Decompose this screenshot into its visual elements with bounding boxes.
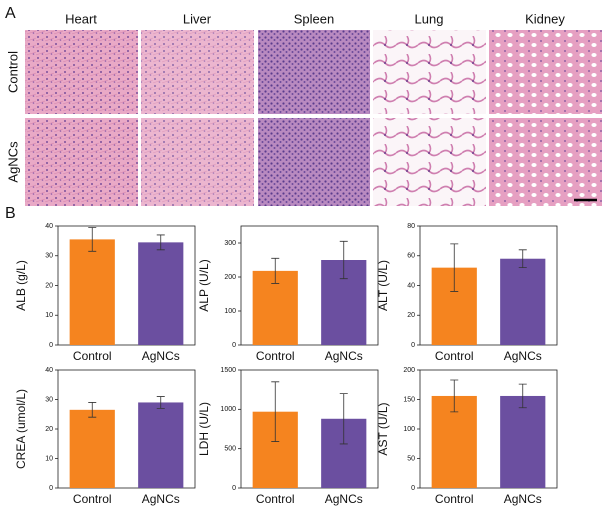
y-tick-label: 40 (407, 282, 415, 289)
y-tick-label: 20 (45, 426, 53, 433)
bar (138, 242, 184, 345)
bar (500, 395, 546, 488)
bar (69, 409, 115, 488)
y-axis-label: ALT (U/L) (376, 260, 390, 311)
x-tick-label: Control (435, 492, 474, 506)
error-bar (339, 240, 348, 280)
bar (138, 402, 184, 488)
column-label: Spleen (294, 11, 334, 26)
y-tick-label: 40 (45, 223, 53, 230)
y-tick-label: 0 (411, 485, 415, 492)
y-tick-label: 1000 (220, 406, 236, 413)
y-tick-label: 500 (224, 446, 236, 453)
error-bar (88, 227, 97, 252)
y-tick-label: 300 (224, 240, 236, 247)
plot-frame (240, 225, 379, 346)
y-tick-label: 10 (45, 455, 53, 462)
y-tick-label: 20 (45, 282, 53, 289)
error-bar (518, 383, 527, 409)
y-tick-label: 1500 (220, 367, 236, 374)
row-label: AgNCs (5, 141, 20, 183)
row-label: Control (5, 51, 20, 93)
y-tick-label: 0 (232, 485, 236, 492)
y-tick-label: 10 (45, 312, 53, 319)
y-tick-label: 0 (49, 342, 53, 349)
error-bar (271, 257, 280, 284)
y-tick-label: 40 (45, 367, 53, 374)
x-tick-label: Control (73, 492, 112, 506)
column-label: Liver (183, 11, 212, 26)
y-tick-label: 30 (45, 396, 53, 403)
x-tick-label: AgNCs (142, 349, 180, 363)
error-bar (88, 402, 97, 418)
plot-frame (240, 369, 379, 489)
y-axis-label: LDH (U/L) (197, 402, 211, 456)
error-bar (271, 381, 280, 442)
error-bar (156, 396, 165, 409)
y-axis-label: CREA (umol/L) (14, 389, 28, 469)
histology-grid (25, 30, 602, 206)
y-tick-label: 0 (411, 342, 415, 349)
y-tick-label: 100 (224, 308, 236, 315)
column-label: Kidney (525, 11, 565, 26)
column-label: Heart (65, 11, 97, 26)
y-tick-label: 200 (224, 274, 236, 281)
y-axis-label: ALP (U/L) (197, 259, 211, 311)
x-tick-label: Control (73, 349, 112, 363)
y-tick-label: 0 (49, 485, 53, 492)
x-tick-label: AgNCs (325, 349, 363, 363)
bar (500, 258, 546, 345)
y-tick-label: 30 (45, 253, 53, 260)
x-tick-label: AgNCs (325, 492, 363, 506)
error-bar (156, 234, 165, 251)
y-tick-label: 50 (407, 455, 415, 462)
x-tick-label: AgNCs (504, 492, 542, 506)
x-tick-label: AgNCs (504, 349, 542, 363)
x-tick-label: Control (256, 492, 295, 506)
panel-label: B (5, 205, 16, 222)
y-tick-label: 20 (407, 312, 415, 319)
y-tick-label: 80 (407, 223, 415, 230)
y-tick-label: 100 (403, 426, 415, 433)
x-tick-label: Control (256, 349, 295, 363)
error-bar (518, 249, 527, 269)
y-tick-label: 150 (403, 396, 415, 403)
panel-label: A (5, 5, 16, 22)
error-bar (450, 379, 459, 413)
y-axis-label: AST (U/L) (376, 402, 390, 455)
y-axis-label: ALB (g/L) (14, 260, 28, 311)
x-tick-label: Control (435, 349, 474, 363)
y-tick-label: 200 (403, 367, 415, 374)
y-tick-label: 60 (407, 253, 415, 260)
column-label: Lung (415, 11, 444, 26)
bar (69, 239, 115, 345)
error-bar (339, 393, 348, 445)
y-tick-label: 0 (232, 342, 236, 349)
error-bar (450, 243, 459, 292)
x-tick-label: AgNCs (142, 492, 180, 506)
